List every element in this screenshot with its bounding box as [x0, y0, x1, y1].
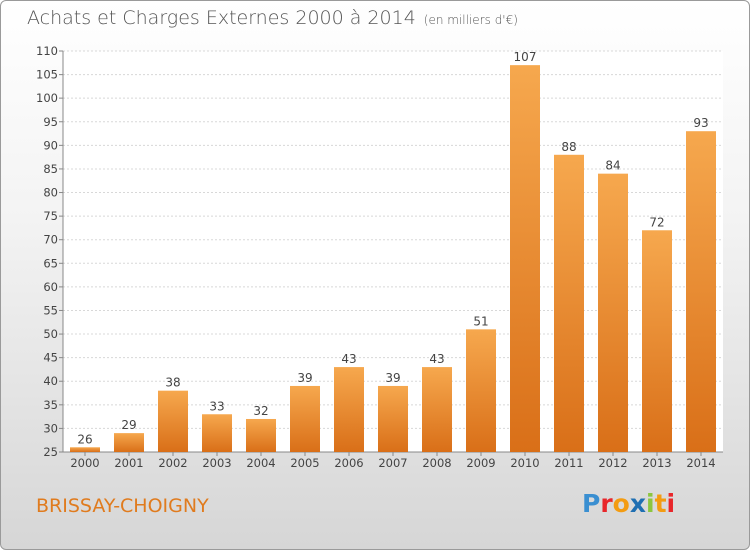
bar: [158, 390, 188, 452]
bar-value-label: 107: [514, 50, 537, 64]
bar-value-label: 84: [605, 159, 620, 173]
bar: [246, 418, 276, 452]
chart-title-text: Achats et Charges Externes 2000 à 2014: [27, 7, 416, 29]
logo-letter: t: [654, 489, 667, 518]
logo-letter: r: [600, 489, 613, 518]
logo-letter: x: [629, 489, 646, 518]
bar-value-label: 88: [561, 140, 576, 154]
logo-letter: P: [582, 489, 601, 518]
y-tick-label: 60: [43, 280, 58, 294]
bar-value-label: 72: [649, 215, 664, 229]
y-tick-label: 30: [43, 421, 58, 435]
y-tick-label: 55: [43, 303, 58, 317]
bar-value-label: 26: [77, 432, 92, 446]
bar-value-label: 51: [473, 314, 488, 328]
y-tick-label: 80: [43, 186, 58, 200]
bar-value-label: 32: [253, 404, 268, 418]
y-tick-label: 75: [43, 209, 58, 223]
bar: [510, 65, 540, 452]
x-tick-label: 2002: [158, 456, 187, 470]
y-tick-label: 90: [43, 138, 58, 152]
chart-title: Achats et Charges Externes 2000 à 2014 (e…: [27, 7, 518, 29]
y-tick-label: 70: [43, 233, 58, 247]
commune-name: BRISSAY-CHOIGNY: [36, 495, 209, 517]
y-tick-label: 85: [43, 162, 58, 176]
x-tick-label: 2007: [378, 456, 407, 470]
bar-value-label: 29: [121, 418, 136, 432]
logo-letter: i: [646, 489, 655, 518]
x-tick-label: 2003: [202, 456, 231, 470]
x-tick-label: 2000: [70, 456, 99, 470]
x-tick-label: 2010: [510, 456, 539, 470]
logo-letter: i: [666, 489, 676, 518]
y-tick-label: 100: [36, 91, 58, 105]
x-tick-label: 2012: [598, 456, 627, 470]
y-tick-label: 65: [43, 256, 58, 270]
y-tick-label: 110: [36, 44, 58, 58]
logo-letter: o: [612, 489, 630, 518]
bar: [334, 367, 364, 452]
x-tick-label: 2008: [422, 456, 451, 470]
bar: [290, 385, 320, 452]
chart-subtitle: (en milliers d'€): [423, 13, 518, 27]
y-tick-label: 105: [36, 68, 58, 82]
bar: [466, 329, 496, 452]
y-tick-label: 45: [43, 351, 58, 365]
x-tick-label: 2014: [686, 456, 715, 470]
x-tick-label: 2001: [114, 456, 143, 470]
bar-value-label: 43: [429, 352, 444, 366]
bar: [554, 154, 584, 452]
bar: [422, 367, 452, 452]
bar: [378, 385, 408, 452]
y-tick-label: 50: [43, 327, 58, 341]
bar-value-label: 39: [297, 371, 312, 385]
bar: [598, 173, 628, 453]
y-tick-label: 25: [43, 445, 58, 459]
x-tick-label: 2005: [290, 456, 319, 470]
y-tick-label: 95: [43, 115, 58, 129]
bar: [202, 414, 232, 452]
bar-value-label: 93: [693, 116, 708, 130]
x-tick-label: 2006: [334, 456, 363, 470]
x-tick-label: 2013: [642, 456, 671, 470]
bar-value-label: 33: [209, 399, 224, 413]
y-tick-label: 40: [43, 374, 58, 388]
bar: [70, 447, 100, 452]
bar: [642, 230, 672, 452]
bar: [114, 433, 144, 452]
bar-value-label: 38: [165, 376, 180, 390]
x-tick-label: 2011: [554, 456, 583, 470]
x-tick-label: 2009: [466, 456, 495, 470]
bar: [686, 131, 716, 452]
bar-value-label: 43: [341, 352, 356, 366]
x-tick-label: 2004: [246, 456, 275, 470]
proxiti-logo: Proxiti: [582, 489, 675, 518]
bar-value-label: 39: [385, 371, 400, 385]
y-tick-label: 35: [43, 398, 58, 412]
